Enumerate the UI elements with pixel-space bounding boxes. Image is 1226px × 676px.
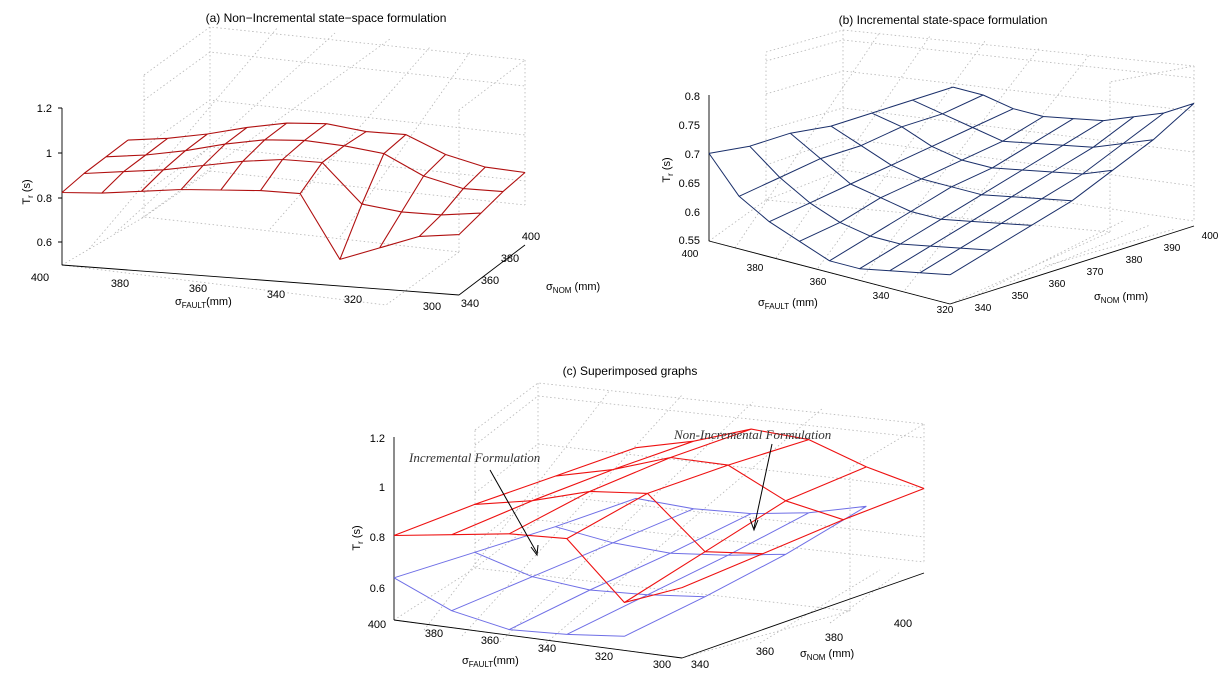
panel-a-ztick: 0.6 — [37, 237, 52, 249]
panel-b-ytick: 360 — [1049, 279, 1066, 290]
panel-b-ytick: 380 — [1126, 255, 1143, 266]
panel-c-axes — [393, 437, 925, 659]
panel-a-ytick: 360 — [481, 275, 499, 287]
panel-c-ztick: 1 — [379, 482, 385, 494]
panel-c-ytick: 360 — [756, 646, 774, 658]
panel-a-zgrid — [143, 51, 526, 194]
panel-c-ztick: 0.6 — [370, 583, 385, 595]
panel-b-ylabel: σNOM (mm) — [1094, 291, 1148, 305]
panel-b: (b) Incremental state-space formulation … — [661, 13, 1219, 316]
panel-a-title: (a) Non−Incremental state−space formulat… — [206, 11, 447, 25]
panel-a-xtick: 380 — [111, 278, 129, 290]
panel-c-xtick: 380 — [425, 628, 443, 640]
panel-b-xtick: 360 — [810, 277, 827, 288]
panel-b-surface — [708, 86, 1195, 276]
panel-b-ytick: 340 — [975, 303, 992, 314]
panel-c-xtick: 320 — [595, 651, 613, 663]
panel-c-xtick: 340 — [538, 643, 556, 655]
panel-b-ytick: 350 — [1012, 291, 1029, 302]
panel-b-title: (b) Incremental state-space formulation — [839, 13, 1048, 27]
panel-a-ytick: 340 — [461, 298, 479, 310]
panel-c-incremental-surface — [393, 497, 867, 637]
panel-c: (c) Superimposed graphs Incremental Form… — [351, 364, 926, 671]
panel-b-ztick: 0.8 — [685, 91, 700, 103]
panel-a-xtick: 400 — [31, 272, 49, 284]
panel-a-ylabel: σNOM (mm) — [546, 281, 600, 295]
panel-a-xtick: 360 — [189, 283, 207, 295]
panel-a-floor — [60, 216, 461, 306]
panel-b-xtick: 340 — [873, 291, 890, 302]
panel-b-zgrid — [765, 39, 1195, 187]
panel-a-ytick: 400 — [522, 231, 540, 243]
panel-c-ztick: 1.2 — [370, 433, 385, 445]
panel-c-title: (c) Superimposed graphs — [563, 364, 698, 378]
panel-c-xtick: 300 — [653, 659, 671, 671]
panel-a-surface — [61, 122, 526, 260]
panel-b-ytick: 390 — [1164, 243, 1181, 254]
panel-a-backwall — [143, 26, 527, 252]
panel-c-ytick: 340 — [691, 659, 709, 671]
panel-b-xlabel: σFAULT (mm) — [758, 297, 818, 311]
panel-a-ztick: 1.2 — [37, 103, 52, 115]
panel-b-xtick: 380 — [747, 263, 764, 274]
panel-a-xtick: 340 — [267, 289, 285, 301]
panel-c-ylabel: σNOM (mm) — [800, 648, 854, 662]
panel-b-ztick: 0.55 — [679, 235, 700, 247]
arrowhead-icon — [530, 544, 539, 557]
panel-c-xtick: 360 — [481, 635, 499, 647]
panel-c-ztick: 0.8 — [370, 532, 385, 544]
panel-a-box — [58, 26, 527, 306]
panel-a: (a) Non−Incremental state−space formulat… — [21, 11, 600, 313]
panel-b-ytick: 370 — [1087, 267, 1104, 278]
panel-c-arrow-incremental — [489, 469, 538, 554]
panel-b-ztick: 0.65 — [679, 178, 700, 190]
panel-c-annotation-nonincremental: Non-Incremental Formulation — [673, 427, 831, 442]
panel-c-backwall — [474, 382, 926, 611]
panel-b-zlabel: Tr (s) — [661, 157, 675, 182]
panel-a-xtick: 320 — [344, 294, 362, 306]
arrowhead-icon — [749, 518, 759, 532]
panel-b-floorgrid — [734, 31, 1176, 297]
panel-a-xlabel: σFAULT(mm) — [175, 296, 232, 310]
panel-b-ztick: 0.7 — [685, 149, 700, 161]
panel-b-ytick: 400 — [1202, 231, 1219, 242]
panel-b-box — [708, 29, 1195, 305]
panel-b-ztick: 0.6 — [685, 207, 700, 219]
panel-a-zlabel: Tr (s) — [21, 179, 35, 204]
panel-a-ztick: 0.8 — [37, 193, 52, 205]
panel-b-backwall — [765, 29, 1195, 232]
panel-a-ytick: 380 — [501, 253, 519, 265]
panel-c-xlabel: σFAULT(mm) — [462, 655, 519, 669]
panel-a-zticks — [58, 107, 62, 243]
panel-a-ztick: 1 — [46, 148, 52, 160]
panel-b-axes — [708, 95, 1195, 305]
panel-a-floorgrid — [88, 26, 471, 250]
panel-a-xtick: 300 — [423, 301, 441, 313]
panel-c-nonincremental-surface — [393, 428, 925, 604]
panel-c-ytick: 400 — [894, 618, 912, 630]
panel-c-arrow-nonincremental — [753, 443, 773, 529]
panel-c-zgrid — [474, 395, 925, 544]
panel-a-axes — [61, 108, 526, 296]
panel-b-xtick: 320 — [937, 305, 954, 316]
panel-c-zlabel: Tr (s) — [351, 525, 365, 550]
panel-c-floor — [392, 567, 851, 659]
panel-c-box — [392, 382, 926, 659]
panel-c-xtick: 400 — [368, 619, 386, 631]
panel-c-ytick: 380 — [825, 632, 843, 644]
panel-c-annotation-incremental: Incremental Formulation — [408, 450, 540, 465]
panel-b-xtick: 400 — [682, 249, 699, 260]
panel-b-ztick: 0.75 — [679, 120, 700, 132]
